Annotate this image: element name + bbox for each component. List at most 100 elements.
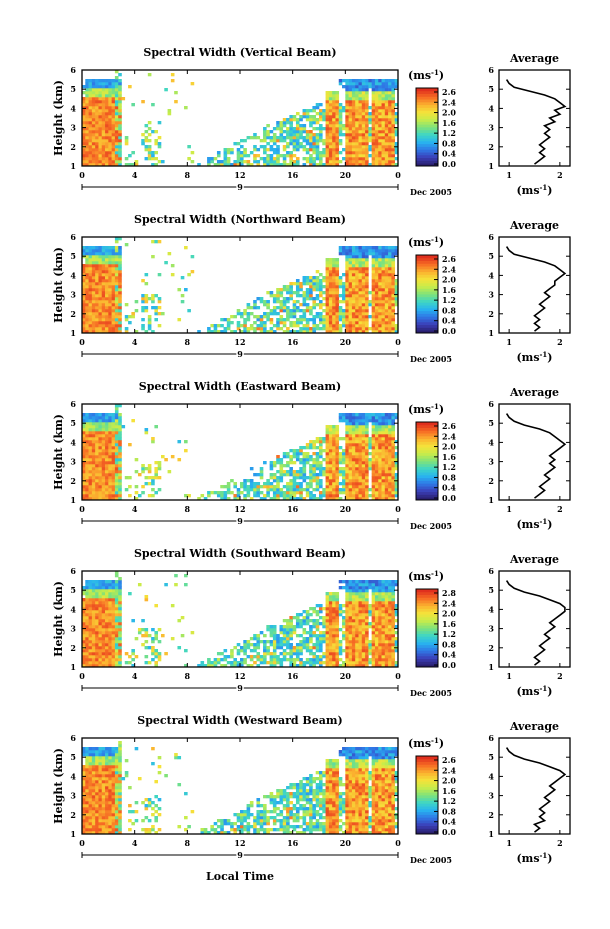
- heatmap-cell: [378, 479, 382, 483]
- heatmap-cell: [289, 285, 293, 289]
- heatmap-cell: [88, 91, 93, 95]
- heatmap-cell: [328, 151, 333, 155]
- heatmap-cell: [105, 634, 109, 638]
- heatmap-cell: [253, 145, 257, 149]
- heatmap-cell: [108, 640, 112, 644]
- heatmap-cell: [91, 655, 96, 659]
- heatmap-cell: [391, 106, 396, 110]
- heatmap-cell: [88, 312, 93, 316]
- heatmap-cell: [391, 127, 396, 131]
- heatmap-cell: [328, 148, 333, 152]
- heatmap-cell: [381, 419, 386, 423]
- heatmap-cell: [312, 625, 317, 629]
- heatmap-cell: [114, 106, 119, 110]
- heatmap-cell: [180, 294, 185, 298]
- heatmap-cell: [101, 631, 106, 635]
- colorbar-band: [416, 90, 438, 94]
- heatmap-cell: [302, 303, 307, 307]
- heatmap-cell: [305, 494, 310, 498]
- heatmap-cell: [95, 580, 99, 584]
- heatmap-cell: [365, 485, 369, 489]
- heatmap-cell: [342, 79, 346, 83]
- heatmap-cell: [368, 437, 372, 441]
- heatmap-cell: [348, 327, 353, 331]
- heatmap-cell: [335, 130, 340, 134]
- heatmap-cell: [355, 267, 359, 271]
- heatmap-cell: [253, 661, 257, 665]
- heatmap-cell: [259, 139, 264, 143]
- heatmap-cell: [111, 142, 116, 146]
- heatmap-cell: [328, 461, 333, 465]
- heatmap-cell: [348, 425, 353, 429]
- heatmap-cell: [391, 437, 396, 441]
- heatmap-cell: [305, 637, 310, 641]
- heatmap-cell: [118, 470, 122, 474]
- heatmap-cell: [374, 327, 379, 331]
- heatmap-cell: [286, 130, 290, 134]
- heatmap-cell: [105, 586, 109, 590]
- heatmap-cell: [381, 324, 386, 328]
- heatmap-cell: [279, 476, 284, 480]
- heatmap-cell: [365, 318, 369, 322]
- heatmap-cell: [309, 652, 313, 656]
- heatmap-cell: [299, 649, 303, 653]
- heatmap-cell: [355, 130, 359, 134]
- heatmap-cell: [358, 458, 363, 462]
- heatmap-cell: [374, 261, 379, 265]
- heatmap-cell: [319, 452, 323, 456]
- heatmap-cell: [355, 476, 359, 480]
- heatmap-cell: [118, 160, 122, 164]
- heatmap-cell: [345, 485, 349, 489]
- heatmap-cell: [328, 485, 333, 489]
- heatmap-cell: [302, 300, 307, 304]
- heatmap-cell: [351, 82, 356, 86]
- heatmap-cell: [391, 85, 396, 89]
- heatmap-cell: [114, 85, 119, 89]
- heatmap-cell: [256, 634, 261, 638]
- heatmap-cell: [144, 297, 149, 301]
- heatmap-cell: [292, 136, 297, 140]
- heatmap-cell: [292, 473, 297, 477]
- heatmap-cell: [95, 485, 99, 489]
- heatmap-cell: [95, 658, 99, 662]
- heatmap-cell: [292, 303, 297, 307]
- heatmap-cell: [91, 494, 96, 498]
- heatmap-cell: [371, 267, 376, 271]
- heatmap-cell: [358, 443, 363, 447]
- heatmap-cell: [391, 461, 396, 465]
- heatmap-cell: [114, 646, 119, 650]
- x-tick-label: 12: [234, 170, 245, 180]
- heatmap-cell: [381, 428, 386, 432]
- heatmap-cell: [358, 151, 363, 155]
- heatmap-cell: [105, 622, 109, 626]
- heatmap-cell: [128, 163, 132, 167]
- heatmap-cell: [98, 464, 103, 468]
- heatmap-cell: [82, 664, 86, 668]
- heatmap-cell: [388, 494, 392, 498]
- heatmap-cell: [82, 628, 86, 632]
- heatmap-cell: [108, 422, 112, 426]
- colorbar-tick-label: 1.6: [442, 452, 456, 462]
- heatmap-cell: [108, 157, 112, 161]
- y-tick-label: 1: [70, 161, 76, 171]
- heatmap-cell: [302, 488, 307, 492]
- heatmap-cell: [207, 163, 211, 167]
- heatmap-cell: [88, 252, 93, 256]
- heatmap-cell: [295, 130, 300, 134]
- heatmap-cell: [111, 91, 116, 95]
- heatmap-cell: [141, 467, 145, 471]
- avg-x-tick-label: 2: [557, 504, 563, 514]
- heatmap-cell: [249, 637, 254, 641]
- heatmap-cell: [85, 318, 89, 322]
- heatmap-cell: [82, 634, 86, 638]
- heatmap-cell: [371, 154, 376, 158]
- heatmap-cell: [82, 270, 86, 274]
- heatmap-cell: [95, 619, 99, 623]
- heatmap-cell: [384, 318, 389, 322]
- heatmap-cell: [105, 285, 109, 289]
- heatmap-cell: [105, 595, 109, 599]
- colorbar-tick-label: 2.4: [442, 431, 456, 441]
- heatmap-cell: [391, 270, 396, 274]
- heatmap-cell: [111, 127, 116, 131]
- heatmap-cell: [394, 246, 399, 250]
